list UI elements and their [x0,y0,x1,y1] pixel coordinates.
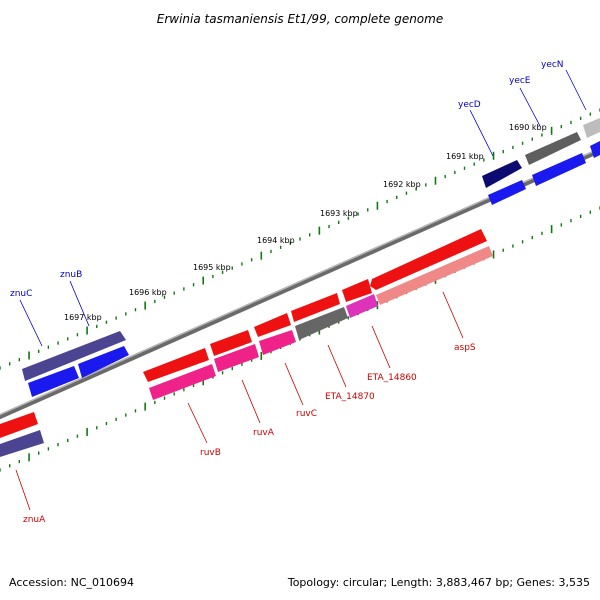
leader-ETA_14860 [371,325,391,369]
gene-arrow-yecD[interactable] [482,160,522,188]
gene-label-znuC[interactable]: znuC [10,289,32,299]
gene-arrow-ruvA-inner[interactable] [214,344,259,372]
leader-aspS [442,291,464,339]
tick-label-1697: 1697 kbp [64,313,102,322]
leader-znuA [15,469,31,511]
gene-label-aspS[interactable]: aspS [454,343,476,353]
leader-ruvA [241,379,261,424]
gene-arrow-ruvA[interactable] [210,330,252,356]
forward-gene-arrows [22,118,600,397]
tick-label-1692: 1692 kbp [383,180,421,189]
gene-arrow-ruvC[interactable] [254,313,291,337]
gene-arrow-yecN[interactable] [583,118,600,138]
gene-arrow-znuA[interactable] [0,412,38,438]
reverse-gene-arrows [0,229,493,457]
gene-label-yecD[interactable]: yecD [458,100,481,110]
gene-label-yecE[interactable]: yecE [509,76,531,86]
leader-ruvC [284,362,304,406]
gene-arrow-znuC-inner[interactable] [28,366,79,397]
tick-labels: 1690 kbp 1691 kbp 1692 kbp 1693 kbp 1694… [64,123,547,322]
gene-arrow-fwd-inner-3[interactable] [488,180,526,205]
gene-label-ETA_14870[interactable]: ETA_14870 [325,392,375,402]
tick-label-1694: 1694 kbp [257,236,295,245]
leader-znuC [19,299,43,347]
tick-label-1696: 1696 kbp [129,288,167,297]
gene-arrow-znuA-inner[interactable] [0,430,44,457]
leader-ruvB [187,402,208,444]
tick-label-1695: 1695 kbp [193,263,231,272]
leader-znuB [69,280,90,327]
gene-arrow-fwd-inner-2[interactable] [532,153,586,186]
gene-label-znuB[interactable]: znuB [60,270,82,280]
gene-arrow-aspS-inner[interactable] [376,246,493,305]
leader-yecN [565,69,587,111]
gene-label-ruvC[interactable]: ruvC [296,409,317,419]
gene-arrow-aspS[interactable] [370,229,487,290]
gene-label-ETA_14860[interactable]: ETA_14860 [367,373,417,383]
gene-arrow-ruvB-inner[interactable] [149,364,216,400]
tick-label-1693: 1693 kbp [320,209,358,218]
gene-arrow-ruvB[interactable] [143,348,209,382]
topology-text: Topology: circular; Length: 3,883,467 bp… [287,576,590,589]
gene-arrow-yecE[interactable] [525,132,581,165]
leader-yecD [469,109,494,157]
gene-arrow-ETA_14860[interactable] [342,279,372,302]
leader-ETA_14870 [327,344,347,388]
label-leader-lines [15,69,587,511]
gene-label-yecN[interactable]: yecN [541,60,564,70]
gene-arrow-znuB-inner[interactable] [78,346,129,378]
forward-tick-track [0,108,600,370]
gene-arrow-fwd-inner-1[interactable] [590,141,600,158]
gene-arrow-ruvC-inner[interactable] [259,330,296,355]
gene-arrow-znuB[interactable] [22,331,126,381]
gene-arrow-ETA_14870-inner[interactable] [295,307,348,340]
tick-label-1691: 1691 kbp [446,152,484,161]
accession-text: Accession: NC_010694 [9,576,134,589]
map-title: Erwinia tasmaniensis Et1/99, complete ge… [157,12,443,26]
gene-arrow-ETA_14860-inner[interactable] [346,294,378,318]
gene-label-ruvB[interactable]: ruvB [200,448,221,458]
tick-label-1690: 1690 kbp [509,123,547,132]
gene-labels: yecN yecE yecD znuB znuC aspS ETA_14860 … [10,60,564,525]
gene-label-ruvA[interactable]: ruvA [253,428,275,438]
leader-yecE [519,87,541,127]
gene-label-znuA[interactable]: znuA [23,515,46,525]
gene-arrow-ETA_14870[interactable] [291,293,340,322]
